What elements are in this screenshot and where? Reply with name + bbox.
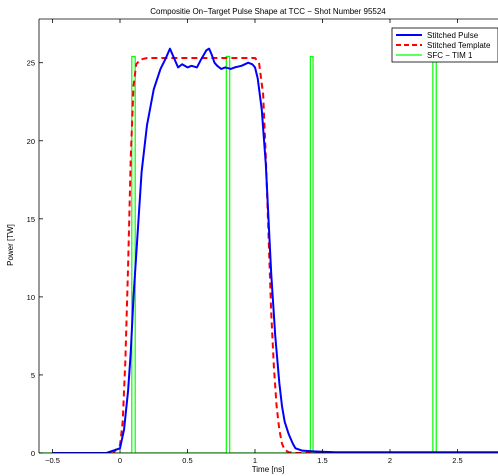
x-tick-label: 2 [388,456,392,465]
legend-label-stitched-pulse: Stitched Pulse [427,31,479,40]
y-axis-label: Power [TW] [6,224,15,266]
legend-label-sfc-tim1: SFC − TIM 1 [427,51,473,60]
x-axis-label: Time [ns] [252,465,285,474]
x-tick-label: 0.5 [182,456,192,465]
x-tick-label: −0.5 [45,456,60,465]
x-tick-label: 1.5 [317,456,327,465]
y-tick-label: 25 [27,59,35,68]
series-stitched-template-line [52,57,498,453]
x-tick-label: 2.5 [452,456,462,465]
y-tick-label: 0 [31,449,35,458]
series-stitched-pulse-line [52,47,498,453]
y-tick-label: 20 [27,137,35,146]
axes-layer: −0.5 0 0.5 1 1.5 2 2.5 0 5 10 15 20 25 [27,18,498,465]
y-tick-label: 5 [31,371,35,380]
legend-label-stitched-template: Stitched Template [427,41,491,50]
y-tick-label: 10 [27,293,35,302]
legend-box [391,27,498,63]
x-tick-label: 1 [253,456,257,465]
chart-title: Compositie On−Target Pulse Shape at TCC … [150,7,386,16]
y-tick-label: 15 [27,215,35,224]
x-tick-label: 0 [118,456,122,465]
